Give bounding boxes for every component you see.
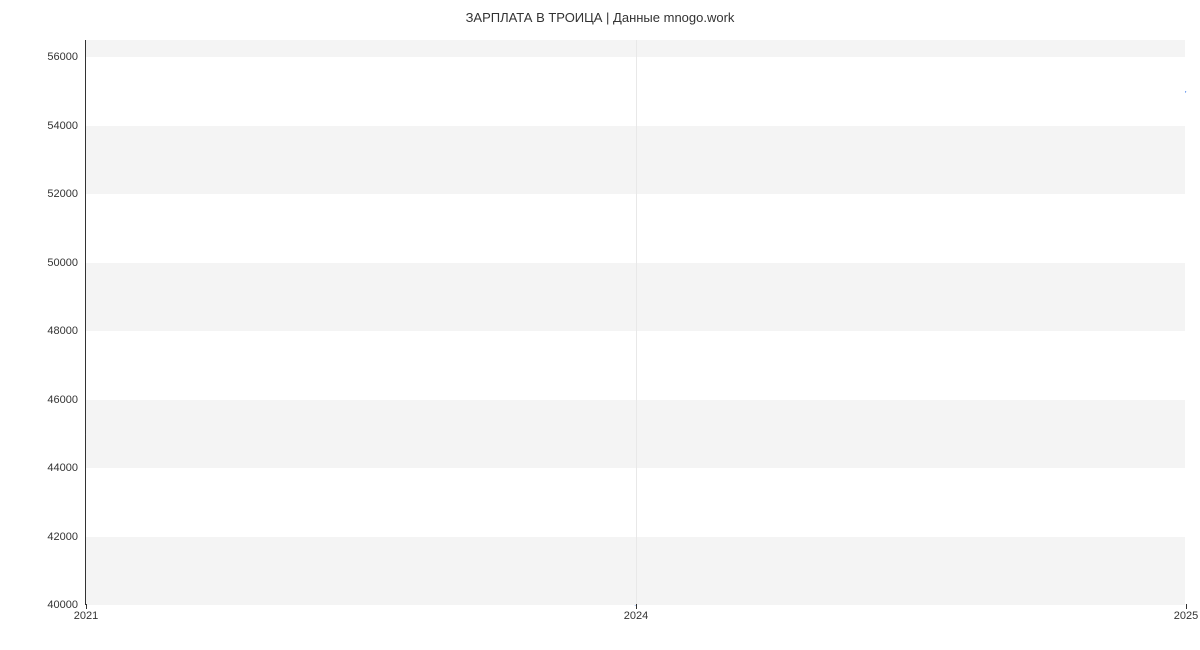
chart-title: ЗАРПЛАТА В ТРОИЦА | Данные mnogo.work [0, 0, 1200, 25]
x-tick-label: 2025 [1174, 604, 1198, 622]
y-tick-label: 56000 [47, 51, 86, 63]
x-tick-label: 2021 [74, 604, 98, 622]
y-tick-label: 46000 [47, 394, 86, 406]
y-tick-label: 54000 [47, 120, 86, 132]
y-tick-label: 42000 [47, 531, 86, 543]
y-tick-label: 50000 [47, 257, 86, 269]
y-tick-label: 48000 [47, 325, 86, 337]
x-tick-label: 2024 [624, 604, 648, 622]
x-gridline [636, 40, 637, 604]
plot-area: 4000042000440004600048000500005200054000… [85, 40, 1185, 605]
y-tick-label: 52000 [47, 188, 86, 200]
y-tick-label: 44000 [47, 462, 86, 474]
chart-container: ЗАРПЛАТА В ТРОИЦА | Данные mnogo.work 40… [0, 0, 1200, 650]
